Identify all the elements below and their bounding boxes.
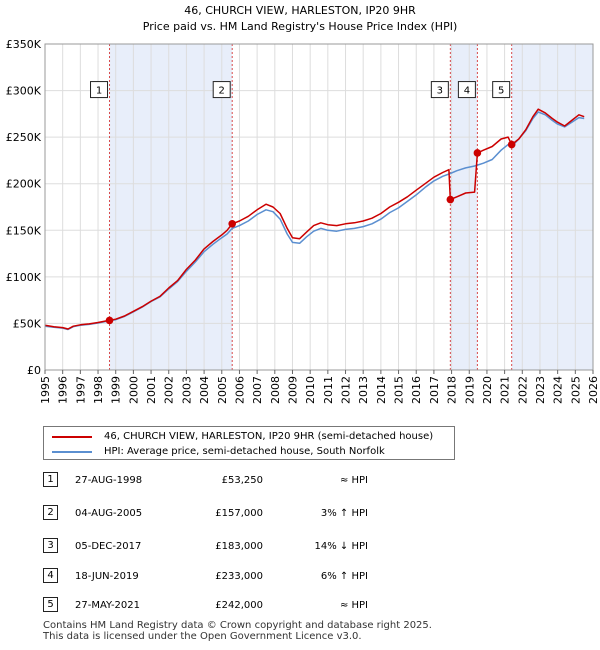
- x-tick-label: 2009: [286, 376, 299, 404]
- sale-hpi-comparison: 3% ↑ HPI: [320, 508, 368, 519]
- sale-label-box: [90, 81, 109, 99]
- y-tick-label: £50K: [13, 317, 42, 330]
- y-tick-label: £300K: [6, 85, 42, 98]
- sale-price: £233,000: [215, 571, 263, 582]
- chart-title-line1: 46, CHURCH VIEW, HARLESTON, IP20 9HR: [184, 4, 416, 17]
- sale-date: 04-AUG-2005: [75, 508, 143, 519]
- sale-label-box: [212, 81, 231, 99]
- sale-hpi-comparison: ≈ HPI: [339, 600, 368, 611]
- sale-hpi-comparison: 6% ↑ HPI: [320, 571, 368, 582]
- x-tick-label: 2006: [233, 376, 246, 404]
- x-tick-label: 2013: [357, 376, 370, 404]
- sale-number-badge: 3: [43, 538, 58, 553]
- sale-label-number: 3: [437, 86, 443, 97]
- table-row: 2 04-AUG-2005 £157,000 3% ↑ HPI: [43, 505, 403, 525]
- x-tick-label: 2018: [446, 376, 459, 404]
- x-tick-label: 2022: [516, 376, 529, 404]
- sale-label-box: [457, 81, 476, 99]
- sale-label-box: [492, 81, 511, 99]
- x-tick-label: 2017: [428, 376, 441, 404]
- x-tick-label: 2021: [499, 376, 512, 404]
- sale-date: 27-AUG-1998: [75, 475, 143, 486]
- legend-label-hpi: HPI: Average price, semi-detached house,…: [104, 446, 385, 457]
- sale-price: £53,250: [221, 475, 263, 486]
- sale-date: 18-JUN-2019: [75, 571, 139, 582]
- sale-hpi-comparison: 14% ↓ HPI: [314, 541, 368, 552]
- sale-label-number: 2: [219, 86, 225, 97]
- x-tick-label: 2026: [587, 376, 600, 404]
- x-tick-label: 2014: [375, 376, 388, 404]
- x-tick-label: 2000: [127, 376, 140, 404]
- sale-point: [228, 219, 237, 228]
- y-tick-label: £200K: [6, 178, 42, 191]
- table-row: 5 27-MAY-2021 £242,000 ≈ HPI: [43, 597, 403, 617]
- x-tick-label: 1997: [74, 376, 87, 404]
- chart-legend: 46, CHURCH VIEW, HARLESTON, IP20 9HR (se…: [43, 426, 455, 460]
- sale-point: [507, 140, 516, 149]
- sale-point: [446, 195, 455, 204]
- attribution-line: Contains HM Land Registry data © Crown c…: [43, 620, 432, 631]
- x-tick-label: 2023: [534, 376, 547, 404]
- y-tick-label: £350K: [6, 38, 42, 51]
- sale-label-number: 5: [498, 86, 504, 97]
- x-tick-label: 2019: [463, 376, 476, 404]
- table-row: 1 27-AUG-1998 £53,250 ≈ HPI: [43, 472, 403, 492]
- x-tick-label: 1996: [57, 376, 70, 404]
- sale-price: £242,000: [215, 600, 263, 611]
- x-tick-label: 2020: [481, 376, 494, 404]
- sale-number-badge: 4: [43, 568, 58, 583]
- property-series-line: [44, 108, 585, 330]
- sale-period-shading: [109, 44, 233, 370]
- x-tick-label: 1995: [39, 376, 52, 404]
- sale-label-number: 1: [96, 86, 102, 97]
- sale-point: [473, 149, 482, 157]
- x-tick-label: 2007: [251, 376, 264, 404]
- x-tick-label: 2002: [163, 376, 176, 404]
- x-tick-label: 1999: [110, 376, 123, 404]
- legend-item-property: 46, CHURCH VIEW, HARLESTON, IP20 9HR (se…: [52, 429, 433, 444]
- x-tick-label: 2004: [198, 376, 211, 404]
- x-tick-label: 2015: [393, 376, 406, 404]
- y-tick-label: £100K: [6, 271, 42, 284]
- y-tick-label: £250K: [6, 131, 42, 144]
- sale-period-shading: [511, 44, 593, 370]
- y-tick-label: £0: [27, 364, 41, 377]
- x-tick-label: 1998: [92, 376, 105, 404]
- legend-swatch-property: [52, 435, 92, 438]
- sale-price: £183,000: [215, 541, 263, 552]
- sale-point: [105, 316, 114, 325]
- plot-frame: [44, 43, 594, 371]
- legend-label-property: 46, CHURCH VIEW, HARLESTON, IP20 9HR (se…: [104, 431, 434, 442]
- price-chart: 46, CHURCH VIEW, HARLESTON, IP20 9HR Pri…: [6, 4, 600, 404]
- sale-price: £157,000: [215, 508, 263, 519]
- sale-hpi-comparison: ≈ HPI: [339, 475, 368, 486]
- sale-date: 05-DEC-2017: [75, 541, 142, 552]
- legend-item-hpi: HPI: Average price, semi-detached house,…: [52, 444, 385, 459]
- sale-label-box: [430, 81, 449, 99]
- legend-swatch-hpi: [52, 450, 92, 453]
- sale-period-shading: [450, 44, 478, 370]
- license-line: This data is licensed under the Open Gov…: [43, 631, 362, 642]
- sale-date: 27-MAY-2021: [75, 600, 141, 611]
- x-tick-label: 2003: [180, 376, 193, 404]
- sale-number-badge: 1: [43, 472, 58, 487]
- x-tick-label: 2012: [340, 376, 353, 404]
- x-tick-label: 2001: [145, 376, 158, 404]
- x-tick-label: 2005: [216, 376, 229, 404]
- table-row: 3 05-DEC-2017 £183,000 14% ↓ HPI: [43, 538, 403, 558]
- sale-label-number: 4: [464, 86, 470, 97]
- y-tick-label: £150K: [6, 224, 42, 237]
- x-tick-label: 2008: [269, 376, 282, 404]
- x-tick-label: 2024: [552, 376, 565, 404]
- attribution-footer: Contains HM Land Registry data © Crown c…: [43, 620, 432, 642]
- sale-number-badge: 5: [43, 597, 58, 612]
- x-tick-label: 2011: [322, 376, 335, 404]
- x-tick-label: 2010: [304, 376, 317, 404]
- x-tick-label: 2025: [569, 376, 582, 404]
- chart-title-line2: Price paid vs. HM Land Registry's House …: [143, 20, 458, 33]
- x-tick-label: 2016: [410, 376, 423, 404]
- table-row: 4 18-JUN-2019 £233,000 6% ↑ HPI: [43, 568, 403, 588]
- sale-number-badge: 2: [43, 505, 58, 520]
